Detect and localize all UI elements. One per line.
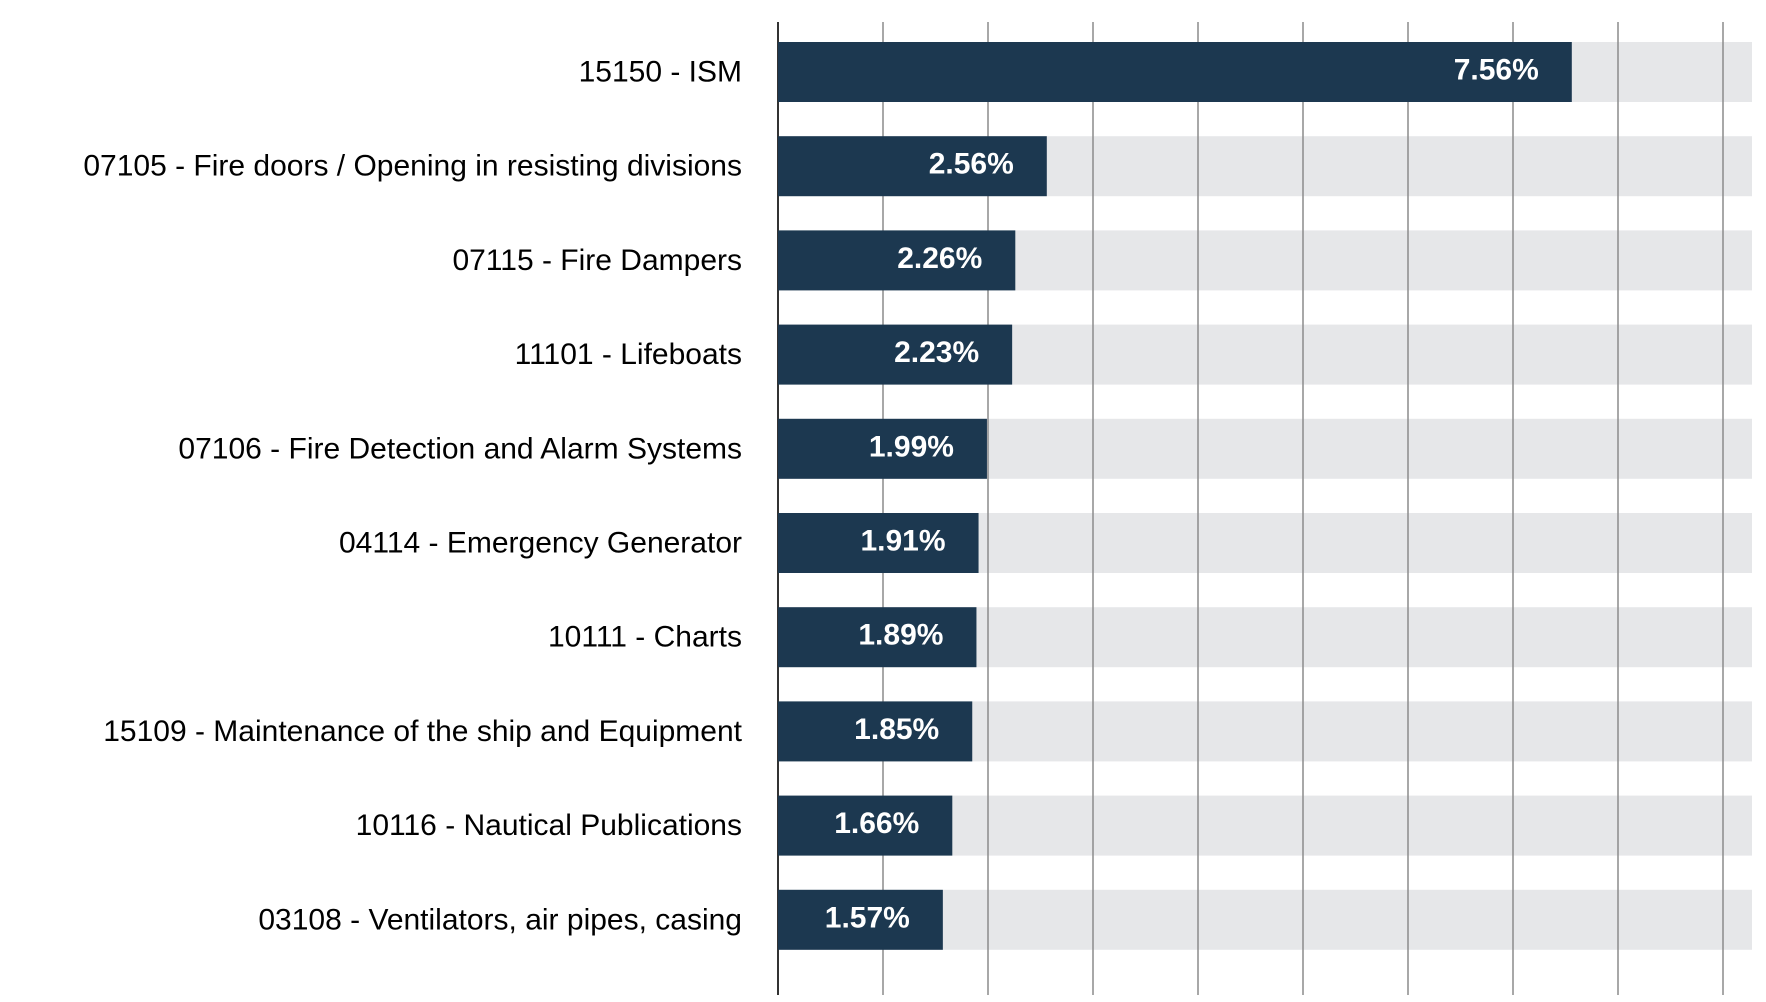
value-label: 1.85% [854,713,939,746]
category-label: 15150 - ISM [579,56,742,89]
value-label: 1.99% [869,430,954,463]
category-label: 04114 - Emergency Generator [339,527,742,560]
value-label: 2.26% [897,242,982,275]
bar [778,701,973,762]
bar [778,324,1013,385]
category-label: 07105 - Fire doors / Opening in resistin… [83,150,742,183]
category-label: 07106 - Fire Detection and Alarm Systems [178,432,742,465]
bar [778,136,1047,197]
category-label: 11101 - Lifeboats [515,338,742,371]
bar [778,795,953,856]
value-label: 1.89% [858,619,943,652]
category-label: 07115 - Fire Dampers [452,244,742,277]
value-label: 1.57% [825,901,910,934]
bars [778,42,1572,950]
bar [778,607,977,668]
value-label: 7.56% [1454,54,1539,87]
bar [778,230,1016,291]
category-label: 15109 - Maintenance of the ship and Equi… [103,715,742,748]
bar [778,42,1572,102]
category-label: 10111 - Charts [548,621,742,654]
value-labels: 7.56% 2.56% 2.26% 2.23% 1.99% 1.91% 1.89% 1.85%… [825,54,1539,935]
bar [778,889,943,950]
category-label: 03108 - Ventilators, air pipes, casing [258,903,742,936]
category-labels: 15150 - ISM 07105 - Fire doors / Opening … [83,56,742,937]
value-label: 1.91% [860,525,945,558]
value-label: 2.56% [929,148,1014,181]
category-label: 10116 - Nautical Publications [356,809,742,842]
bar [778,513,979,573]
bar [778,418,987,479]
value-label: 1.66% [834,807,919,840]
value-label: 2.23% [894,336,979,369]
